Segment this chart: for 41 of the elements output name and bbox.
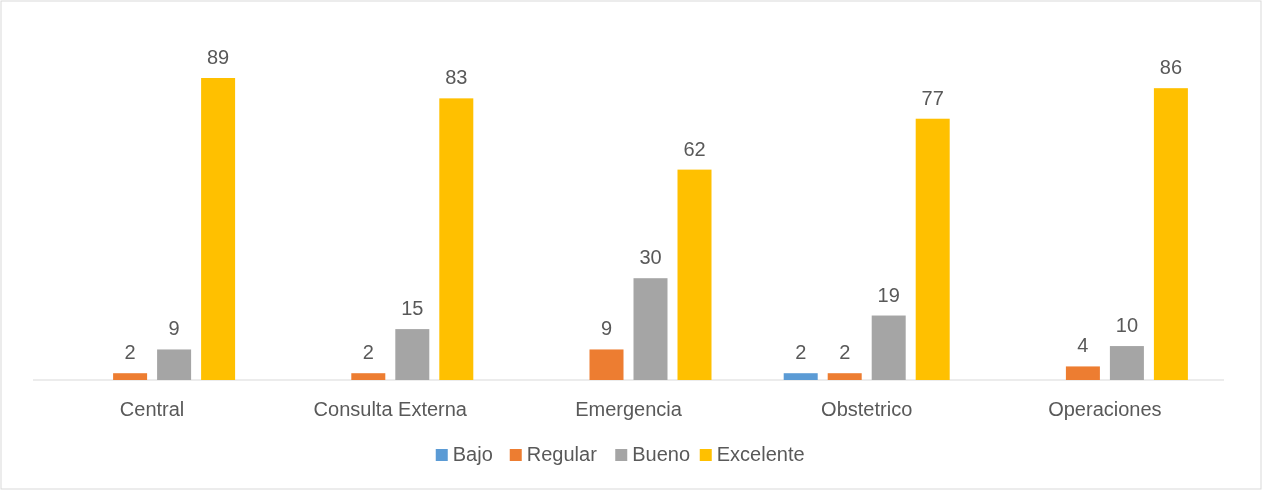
data-label: 89 bbox=[206, 46, 230, 68]
data-label: 9 bbox=[168, 317, 180, 340]
bar bbox=[915, 118, 950, 380]
bar bbox=[1065, 366, 1100, 380]
data-label: 9 bbox=[600, 317, 613, 340]
legend-label: Bueno bbox=[632, 443, 691, 465]
bar bbox=[1153, 88, 1188, 380]
data-label: 2 bbox=[124, 341, 136, 364]
data-label: 15 bbox=[401, 297, 424, 320]
legend-label: Regular bbox=[526, 443, 598, 465]
legend-label: Excelente bbox=[716, 443, 805, 465]
data-label: 2 bbox=[839, 341, 851, 364]
bar bbox=[201, 78, 236, 380]
data-label: 2 bbox=[362, 341, 374, 364]
bar bbox=[827, 373, 862, 380]
data-label: 86 bbox=[1159, 56, 1183, 79]
bar bbox=[633, 278, 668, 380]
x-tick-label: Central bbox=[119, 398, 185, 420]
bar bbox=[871, 315, 906, 380]
data-label: 10 bbox=[1115, 314, 1139, 337]
x-tick-label: Obstetrico bbox=[821, 398, 913, 420]
data-label: 77 bbox=[921, 86, 944, 109]
bar bbox=[783, 373, 818, 380]
bar bbox=[351, 373, 386, 380]
data-label: 30 bbox=[639, 246, 662, 269]
x-tick-label: Operaciones bbox=[1048, 398, 1162, 420]
x-tick-label: Consulta Externa bbox=[313, 398, 468, 420]
x-tick-label: Emergencia bbox=[575, 398, 683, 420]
data-label: 4 bbox=[1077, 334, 1089, 357]
bar bbox=[439, 98, 474, 380]
bar bbox=[1109, 346, 1144, 380]
bar bbox=[677, 169, 712, 380]
data-label: 83 bbox=[445, 66, 468, 89]
data-label: 2 bbox=[795, 341, 807, 364]
data-label: 19 bbox=[877, 283, 900, 306]
bar bbox=[589, 349, 624, 380]
data-label: 62 bbox=[683, 137, 706, 160]
bar bbox=[157, 349, 192, 380]
legend-label: Bajo bbox=[452, 443, 493, 465]
bar bbox=[113, 373, 148, 380]
bar bbox=[395, 329, 430, 380]
